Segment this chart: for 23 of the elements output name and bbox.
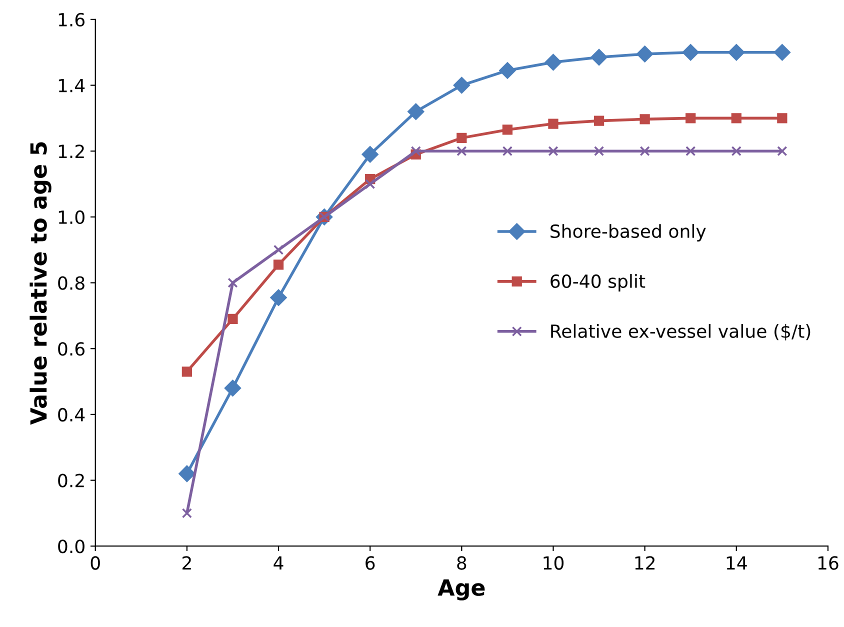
x-tick-label: 8	[457, 556, 466, 570]
legend-label: Relative ex-vessel value ($/t)	[551, 324, 810, 340]
y-tick-label: 0.8	[58, 276, 84, 290]
x-tick-label: 16	[818, 556, 838, 570]
x-tick-label: 14	[726, 556, 747, 570]
y-tick-label: 1.2	[58, 144, 84, 158]
x-tick-label: 0	[90, 556, 100, 570]
x-tick-label: 10	[544, 556, 564, 570]
y-tick-label: 1.4	[58, 78, 85, 92]
y-tick-label: 1.6	[58, 12, 85, 27]
y-tick-label: 0.0	[58, 540, 84, 554]
x-tick-label: 12	[635, 556, 654, 570]
y-tick-label: 0.4	[58, 408, 85, 422]
legend-label: Shore-based only	[550, 224, 706, 242]
y-tick-label: 0.2	[58, 474, 84, 488]
y-axis-title: Value relative to age 5	[30, 142, 52, 425]
y-tick-label: 0.6	[58, 342, 85, 356]
legend-label: 60-40 split	[550, 274, 646, 292]
x-tick-label: 2	[182, 556, 191, 570]
y-tick-label: 1.0	[58, 210, 84, 224]
x-tick-label: 4	[274, 556, 284, 570]
x-axis-title: Age	[438, 579, 485, 600]
x-tick-label: 6	[366, 556, 375, 570]
